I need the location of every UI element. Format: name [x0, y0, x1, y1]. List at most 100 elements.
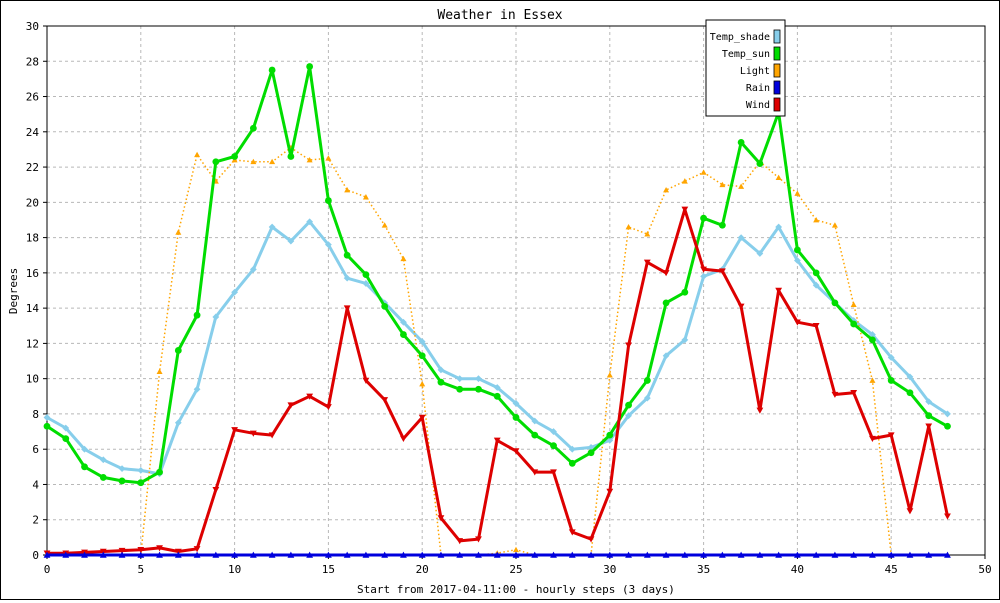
wind-point — [212, 487, 220, 494]
temp-shade-point — [775, 223, 783, 231]
temp-sun-point — [681, 288, 689, 296]
legend-swatch — [773, 80, 781, 95]
rain-point — [456, 551, 464, 558]
wind-point — [268, 432, 276, 439]
temp-shade-point — [681, 336, 689, 344]
temp-sun-point — [99, 474, 107, 481]
wind-point — [850, 390, 858, 397]
rain-point — [62, 551, 70, 558]
temp-shade-point — [662, 352, 670, 360]
temp-sun-point — [568, 459, 576, 467]
y-tick-label: 0 — [32, 549, 39, 562]
x-tick-label: 35 — [697, 563, 710, 576]
wind-point — [606, 488, 614, 495]
y-axis-label: Degrees — [7, 268, 20, 314]
y-tick-label: 4 — [32, 478, 39, 491]
legend-label: Temp_shade — [710, 32, 770, 43]
wind-point — [794, 319, 801, 326]
rain-point — [381, 551, 389, 558]
temp-shade-point — [306, 218, 314, 226]
temp-sun-point — [362, 271, 370, 279]
temp-shade-point — [118, 465, 126, 472]
temp-sun-point — [381, 302, 389, 310]
temp-sun-point — [662, 299, 670, 307]
rain-point — [362, 551, 370, 558]
wind-point — [493, 437, 501, 444]
rain-point — [437, 551, 445, 558]
rain-point — [306, 551, 314, 558]
light-point — [850, 301, 857, 308]
temp-shade-point — [493, 384, 501, 391]
legend-box — [705, 19, 786, 117]
rain-point — [944, 551, 951, 558]
temp-sun-point — [81, 463, 88, 471]
rain-point — [493, 551, 501, 558]
light-point — [362, 194, 369, 200]
light-point — [400, 255, 407, 262]
light-point — [513, 546, 519, 553]
temp-shade-point — [531, 417, 539, 425]
temp-shade-point — [362, 280, 370, 287]
y-tick-label: 10 — [26, 373, 39, 386]
temp-shade-point — [231, 288, 238, 296]
temp-shade-point — [99, 456, 107, 464]
light-point — [831, 222, 838, 228]
rain-point — [418, 551, 426, 558]
temp-sun-point — [625, 401, 632, 409]
wind-point — [418, 414, 426, 421]
temp-shade-point — [625, 412, 632, 420]
y-tick-label: 16 — [26, 267, 39, 280]
y-tick-label: 22 — [26, 161, 39, 174]
light-point — [813, 216, 820, 223]
wind-point — [156, 545, 163, 552]
legend-swatch — [773, 63, 781, 78]
temp-sun-point — [475, 385, 482, 393]
rain-point — [775, 551, 783, 558]
rain-point — [231, 551, 238, 558]
wind-point — [925, 423, 933, 430]
rain-point — [249, 551, 257, 558]
temp-sun-point — [850, 320, 858, 328]
rain-point — [794, 551, 801, 558]
temp-sun-point — [643, 377, 651, 384]
temp-shade-point — [887, 354, 895, 361]
wind-point — [550, 469, 557, 476]
light-point — [719, 181, 726, 188]
temp-sun-point — [418, 352, 426, 360]
wind-point — [568, 529, 576, 536]
rain-point — [869, 551, 876, 558]
wind-point — [718, 268, 726, 275]
wind-point — [118, 547, 126, 554]
x-axis-label: Start from 2017-04-11:00 - hourly steps … — [357, 583, 675, 596]
light-point — [625, 224, 632, 230]
wind-point — [775, 287, 783, 294]
light-point — [156, 368, 163, 375]
temp-sun-point — [137, 479, 145, 487]
temp-sun-point — [400, 331, 407, 338]
temp-sun-point — [437, 378, 445, 386]
temp-sun-point — [812, 269, 820, 277]
temp-shade-point — [512, 399, 520, 407]
rain-point — [475, 551, 482, 558]
temp-shade-point — [475, 375, 482, 383]
wind-point — [437, 515, 445, 522]
temp-shade-point — [812, 281, 820, 289]
wind-point — [362, 377, 370, 384]
temp-shade-point — [794, 257, 801, 264]
rain-point — [568, 551, 576, 558]
rain-point — [606, 551, 614, 558]
rain-point — [700, 551, 707, 558]
rain-point — [118, 551, 126, 558]
temp-sun-point — [456, 385, 464, 393]
wind-point — [400, 435, 407, 443]
y-tick-label: 12 — [26, 337, 39, 350]
temp-shade-point — [400, 318, 407, 326]
wind-point — [681, 206, 689, 213]
light-point — [700, 169, 707, 175]
x-tick-label: 20 — [416, 563, 429, 576]
light-point — [681, 178, 688, 184]
rain-point — [512, 551, 520, 558]
temp-shade-point — [43, 414, 51, 421]
